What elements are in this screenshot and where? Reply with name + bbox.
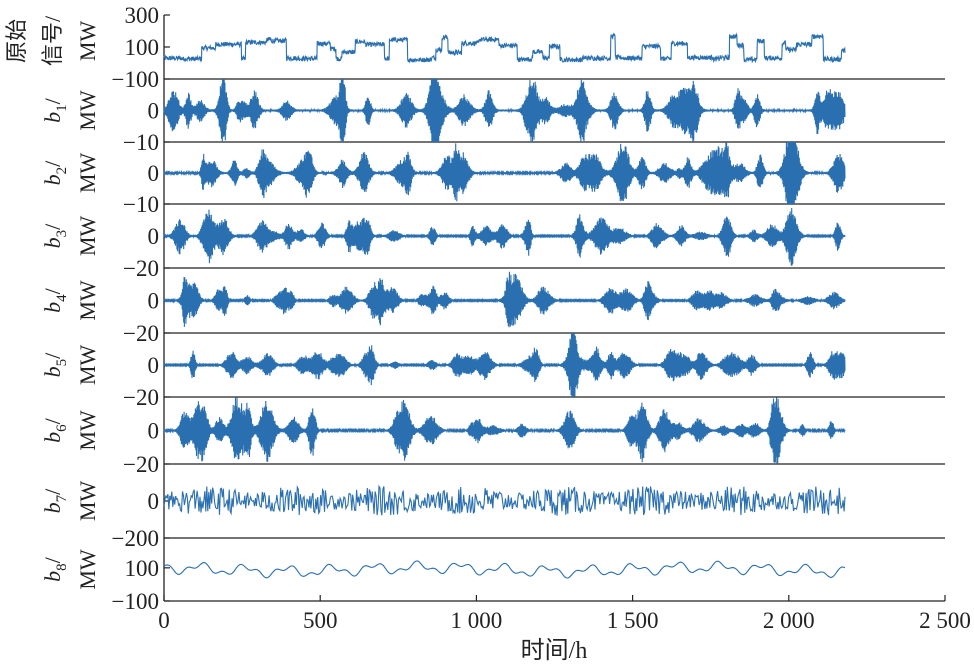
y-tick-label: −10	[123, 130, 159, 155]
x-tick-label: 1 000	[451, 608, 503, 633]
y-tick-label: 100	[125, 35, 160, 60]
series-line-b7	[163, 484, 846, 516]
x-tick-label: 1 500	[607, 608, 659, 633]
panel-b8: 100 −100 b8/MW	[40, 538, 945, 614]
panels: 300 100 −100 原始 信号/MW 0 −10 b1/MW 0 −10 b2/MW 0 −20 b…	[4, 3, 945, 614]
y-tick-label: 0	[148, 353, 160, 378]
y-tick-label: 300	[125, 3, 160, 28]
y-axis-label: b1/	[40, 97, 70, 123]
y-tick-label: 100	[125, 556, 160, 581]
y-tick-label: −20	[123, 385, 159, 410]
x-axis-label: 时间/h	[521, 637, 588, 664]
y-tick-label: −100	[112, 67, 159, 92]
y-tick-label: 0	[148, 489, 160, 514]
y-axis-unit: MW	[75, 345, 100, 386]
x-tick-label: 500	[303, 608, 338, 633]
y-axis-label: b7/	[40, 488, 70, 514]
panel-b3: 0 −20 b3/MW	[40, 204, 945, 281]
y-axis-unit: MW	[75, 410, 100, 451]
x-tick-label: 2 500	[919, 608, 971, 633]
y-axis-unit: MW	[75, 90, 100, 131]
y-tick-label: 0	[148, 161, 160, 186]
series-line-b2	[163, 141, 846, 205]
x-tick-label: 0	[158, 608, 170, 633]
y-axis-unit: MW	[75, 21, 100, 62]
y-axis-unit: MW	[75, 216, 100, 257]
series-line-b8	[163, 560, 846, 579]
y-tick-label: 0	[148, 224, 160, 249]
y-axis-unit: MW	[75, 153, 100, 194]
y-tick-label: −20	[123, 452, 159, 477]
y-axis-label: b6/	[40, 417, 70, 443]
y-tick-label: −20	[123, 256, 159, 281]
series-line-b3	[163, 207, 846, 266]
series-line-b6	[163, 397, 846, 464]
series-line-b4	[163, 271, 846, 328]
y-tick-label: −10	[123, 192, 159, 217]
y-tick-label: 0	[148, 289, 160, 314]
y-axis-label: b5/	[40, 352, 70, 378]
panel-b6: 0 −20 b6/MW	[40, 397, 945, 477]
panel-b7: 0 −200 b7/MW	[40, 464, 945, 551]
series-line-原始信号	[163, 32, 846, 64]
y-tick-label: −100	[112, 589, 159, 614]
y-axis-label-line2: 信号/	[40, 15, 65, 66]
x-axis: 0 500 1 000 1 500 2 000 2 500	[158, 595, 971, 633]
y-axis-label: b4/	[40, 287, 70, 313]
y-axis-unit: MW	[75, 481, 100, 522]
panel-b2: 0 −10 b2/MW	[40, 141, 945, 217]
y-axis-unit: MW	[75, 280, 100, 321]
panel-b5: 0 −20 b5/MW	[40, 332, 945, 410]
y-tick-label: 0	[148, 419, 160, 444]
y-axis-unit: MW	[75, 549, 100, 590]
y-tick-label: 0	[148, 99, 160, 124]
x-tick-label: 2 000	[763, 608, 815, 633]
series-line-b5	[163, 332, 846, 398]
panel-原始信号: 300 100 −100 原始 信号/MW	[4, 3, 945, 92]
y-tick-label: −20	[123, 321, 159, 346]
y-axis-label: b3/	[40, 223, 70, 249]
series-line-b1	[163, 78, 846, 143]
y-axis-label: b8/	[40, 556, 70, 582]
y-axis-label: 原始	[4, 19, 29, 63]
panel-b4: 0 −20 b4/MW	[40, 268, 945, 346]
panel-b1: 0 −10 b1/MW	[40, 78, 945, 155]
y-axis-label: b2/	[40, 160, 70, 186]
y-tick-label: −200	[112, 526, 159, 551]
